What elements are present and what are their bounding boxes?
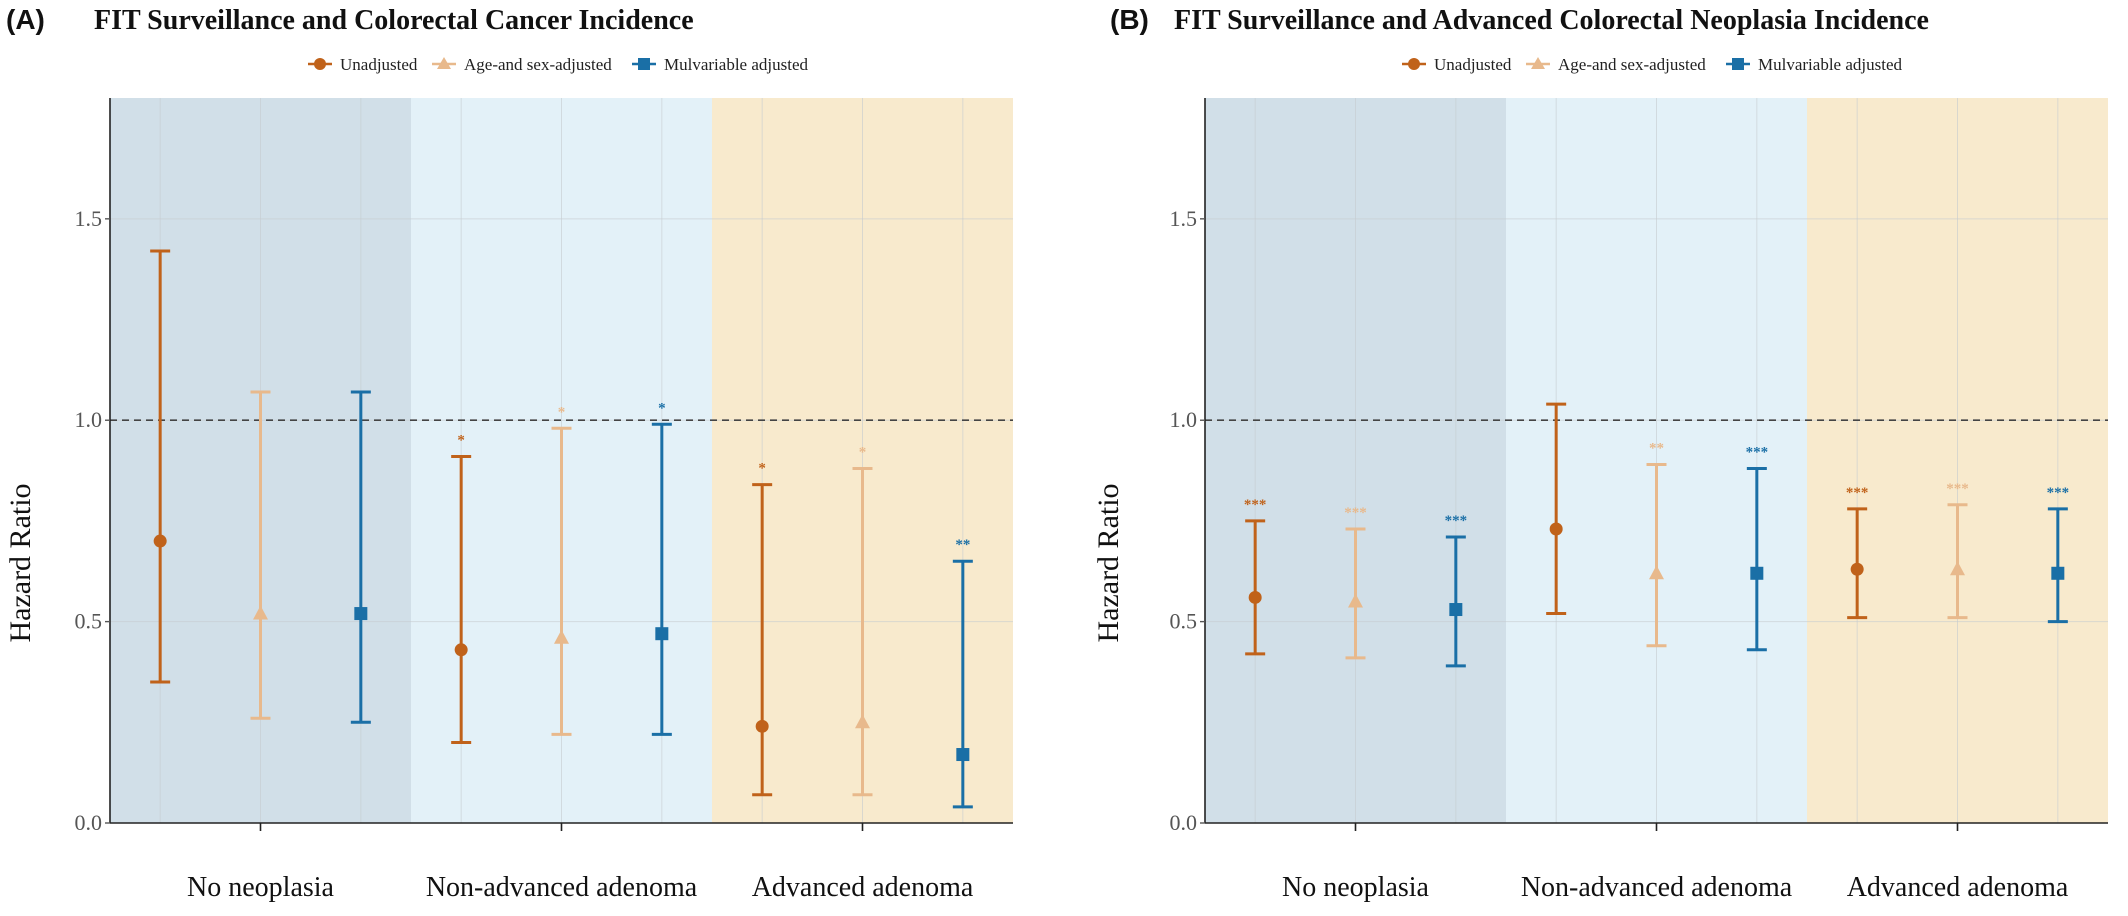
point-estimate-circle	[1850, 562, 1864, 576]
legend-item-unadjusted: Unadjusted	[1402, 55, 1512, 74]
point-estimate-triangle	[554, 629, 569, 644]
panel-b-letter: (B)	[1110, 4, 1149, 35]
significance-marker: ***	[2047, 485, 2070, 501]
legend-label-age-sex-adjusted: Age-and sex-adjusted	[1558, 55, 1706, 74]
panel-a-legend: Unadjusted Age-and sex-adjusted Mulvaria…	[308, 55, 808, 74]
point-estimate-triangle	[1649, 565, 1664, 580]
y-tick-label: 1.0	[1170, 407, 1198, 432]
point-estimate-circle	[153, 534, 167, 548]
point-estimate-triangle	[1348, 593, 1363, 608]
y-tick-label: 1.0	[75, 407, 103, 432]
panel-a-title: FIT Surveillance and Colorectal Cancer I…	[94, 5, 694, 36]
legend-triangle-marker	[1531, 57, 1545, 69]
panel-a-plot: 0.0 0.5 1.0 1.5 No neoplasia Non-advanced ade…	[75, 98, 1013, 903]
legend-item-unadjusted: Unadjusted	[308, 55, 418, 74]
significance-marker: ***	[1244, 497, 1267, 513]
significance-marker: *	[558, 404, 566, 420]
panel-a-y-axis-label: Hazard Ratio	[4, 483, 37, 642]
legend-label-multivariable-adjusted: Mulvariable adjusted	[664, 55, 808, 74]
point-estimate-square	[655, 627, 669, 641]
legend-square-marker	[1732, 58, 1744, 70]
legend-label-age-sex-adjusted: Age-and sex-adjusted	[464, 55, 612, 74]
panel-b-title: FIT Surveillance and Advanced Colorectal…	[1174, 5, 1929, 36]
point-estimate-square	[354, 607, 368, 621]
point-estimate-square	[1750, 566, 1764, 580]
point-estimate-triangle	[855, 714, 870, 729]
point-estimate-square	[2051, 566, 2065, 580]
significance-marker: ***	[1445, 513, 1468, 529]
legend-item-multivariable-adjusted: Mulvariable adjusted	[1726, 55, 1902, 74]
point-estimate-circle	[755, 719, 769, 733]
legend-item-age-sex-adjusted: Age-and sex-adjusted	[432, 55, 612, 74]
significance-marker: *	[658, 400, 666, 416]
legend-triangle-marker	[437, 57, 451, 69]
significance-marker: ***	[1344, 505, 1367, 521]
y-tick-label: 0.0	[75, 810, 103, 835]
legend-label-unadjusted: Unadjusted	[1434, 55, 1512, 74]
panel-b-legend: Unadjusted Age-and sex-adjusted Mulvaria…	[1402, 55, 1902, 74]
legend-square-marker	[638, 58, 650, 70]
panel-b-header: (B) FIT Surveillance and Advanced Colore…	[1110, 4, 1929, 36]
point-estimate-circle	[454, 643, 468, 657]
legend-label-multivariable-adjusted: Mulvariable adjusted	[1758, 55, 1902, 74]
y-tick-label: 0.0	[1170, 810, 1198, 835]
legend-item-multivariable-adjusted: Mulvariable adjusted	[632, 55, 808, 74]
y-tick-label: 0.5	[1170, 609, 1198, 634]
significance-marker: **	[955, 537, 970, 553]
significance-marker: *	[758, 461, 766, 477]
legend-circle-marker	[1408, 58, 1420, 70]
point-estimate-square	[1449, 603, 1463, 617]
point-estimate-triangle	[253, 605, 268, 620]
significance-marker: ***	[1746, 445, 1769, 461]
panel-b-plot: 0.0 0.5 1.0 1.5 No neoplasia Non-advanced ade…	[1170, 98, 2108, 903]
x-category-label: Non-advanced adenoma	[426, 872, 698, 903]
legend-label-unadjusted: Unadjusted	[340, 55, 418, 74]
point-estimate-triangle	[1950, 561, 1965, 576]
significance-marker: ***	[1846, 485, 1869, 501]
significance-marker: **	[1649, 441, 1664, 457]
point-estimate-square	[956, 748, 970, 762]
x-category-label: Advanced adenoma	[752, 872, 974, 903]
panel-a-header: (A) FIT Surveillance and Colorectal Canc…	[6, 4, 694, 36]
y-tick-label: 1.5	[1170, 206, 1198, 231]
x-category-label: Non-advanced adenoma	[1521, 872, 1793, 903]
point-estimate-circle	[1549, 522, 1563, 536]
legend-item-age-sex-adjusted: Age-and sex-adjusted	[1526, 55, 1706, 74]
y-tick-label: 0.5	[75, 609, 103, 634]
x-category-label: Advanced adenoma	[1847, 872, 2069, 903]
significance-marker: ***	[1946, 481, 1969, 497]
panel-a-letter: (A)	[6, 4, 45, 35]
x-category-label: No neoplasia	[187, 872, 335, 903]
x-category-label: No neoplasia	[1282, 872, 1430, 903]
legend-circle-marker	[314, 58, 326, 70]
y-tick-label: 1.5	[75, 206, 103, 231]
panel-b-y-axis-label: Hazard Ratio	[1092, 483, 1125, 642]
point-estimate-circle	[1248, 590, 1262, 604]
significance-marker: *	[859, 445, 867, 461]
significance-marker: *	[457, 432, 465, 448]
